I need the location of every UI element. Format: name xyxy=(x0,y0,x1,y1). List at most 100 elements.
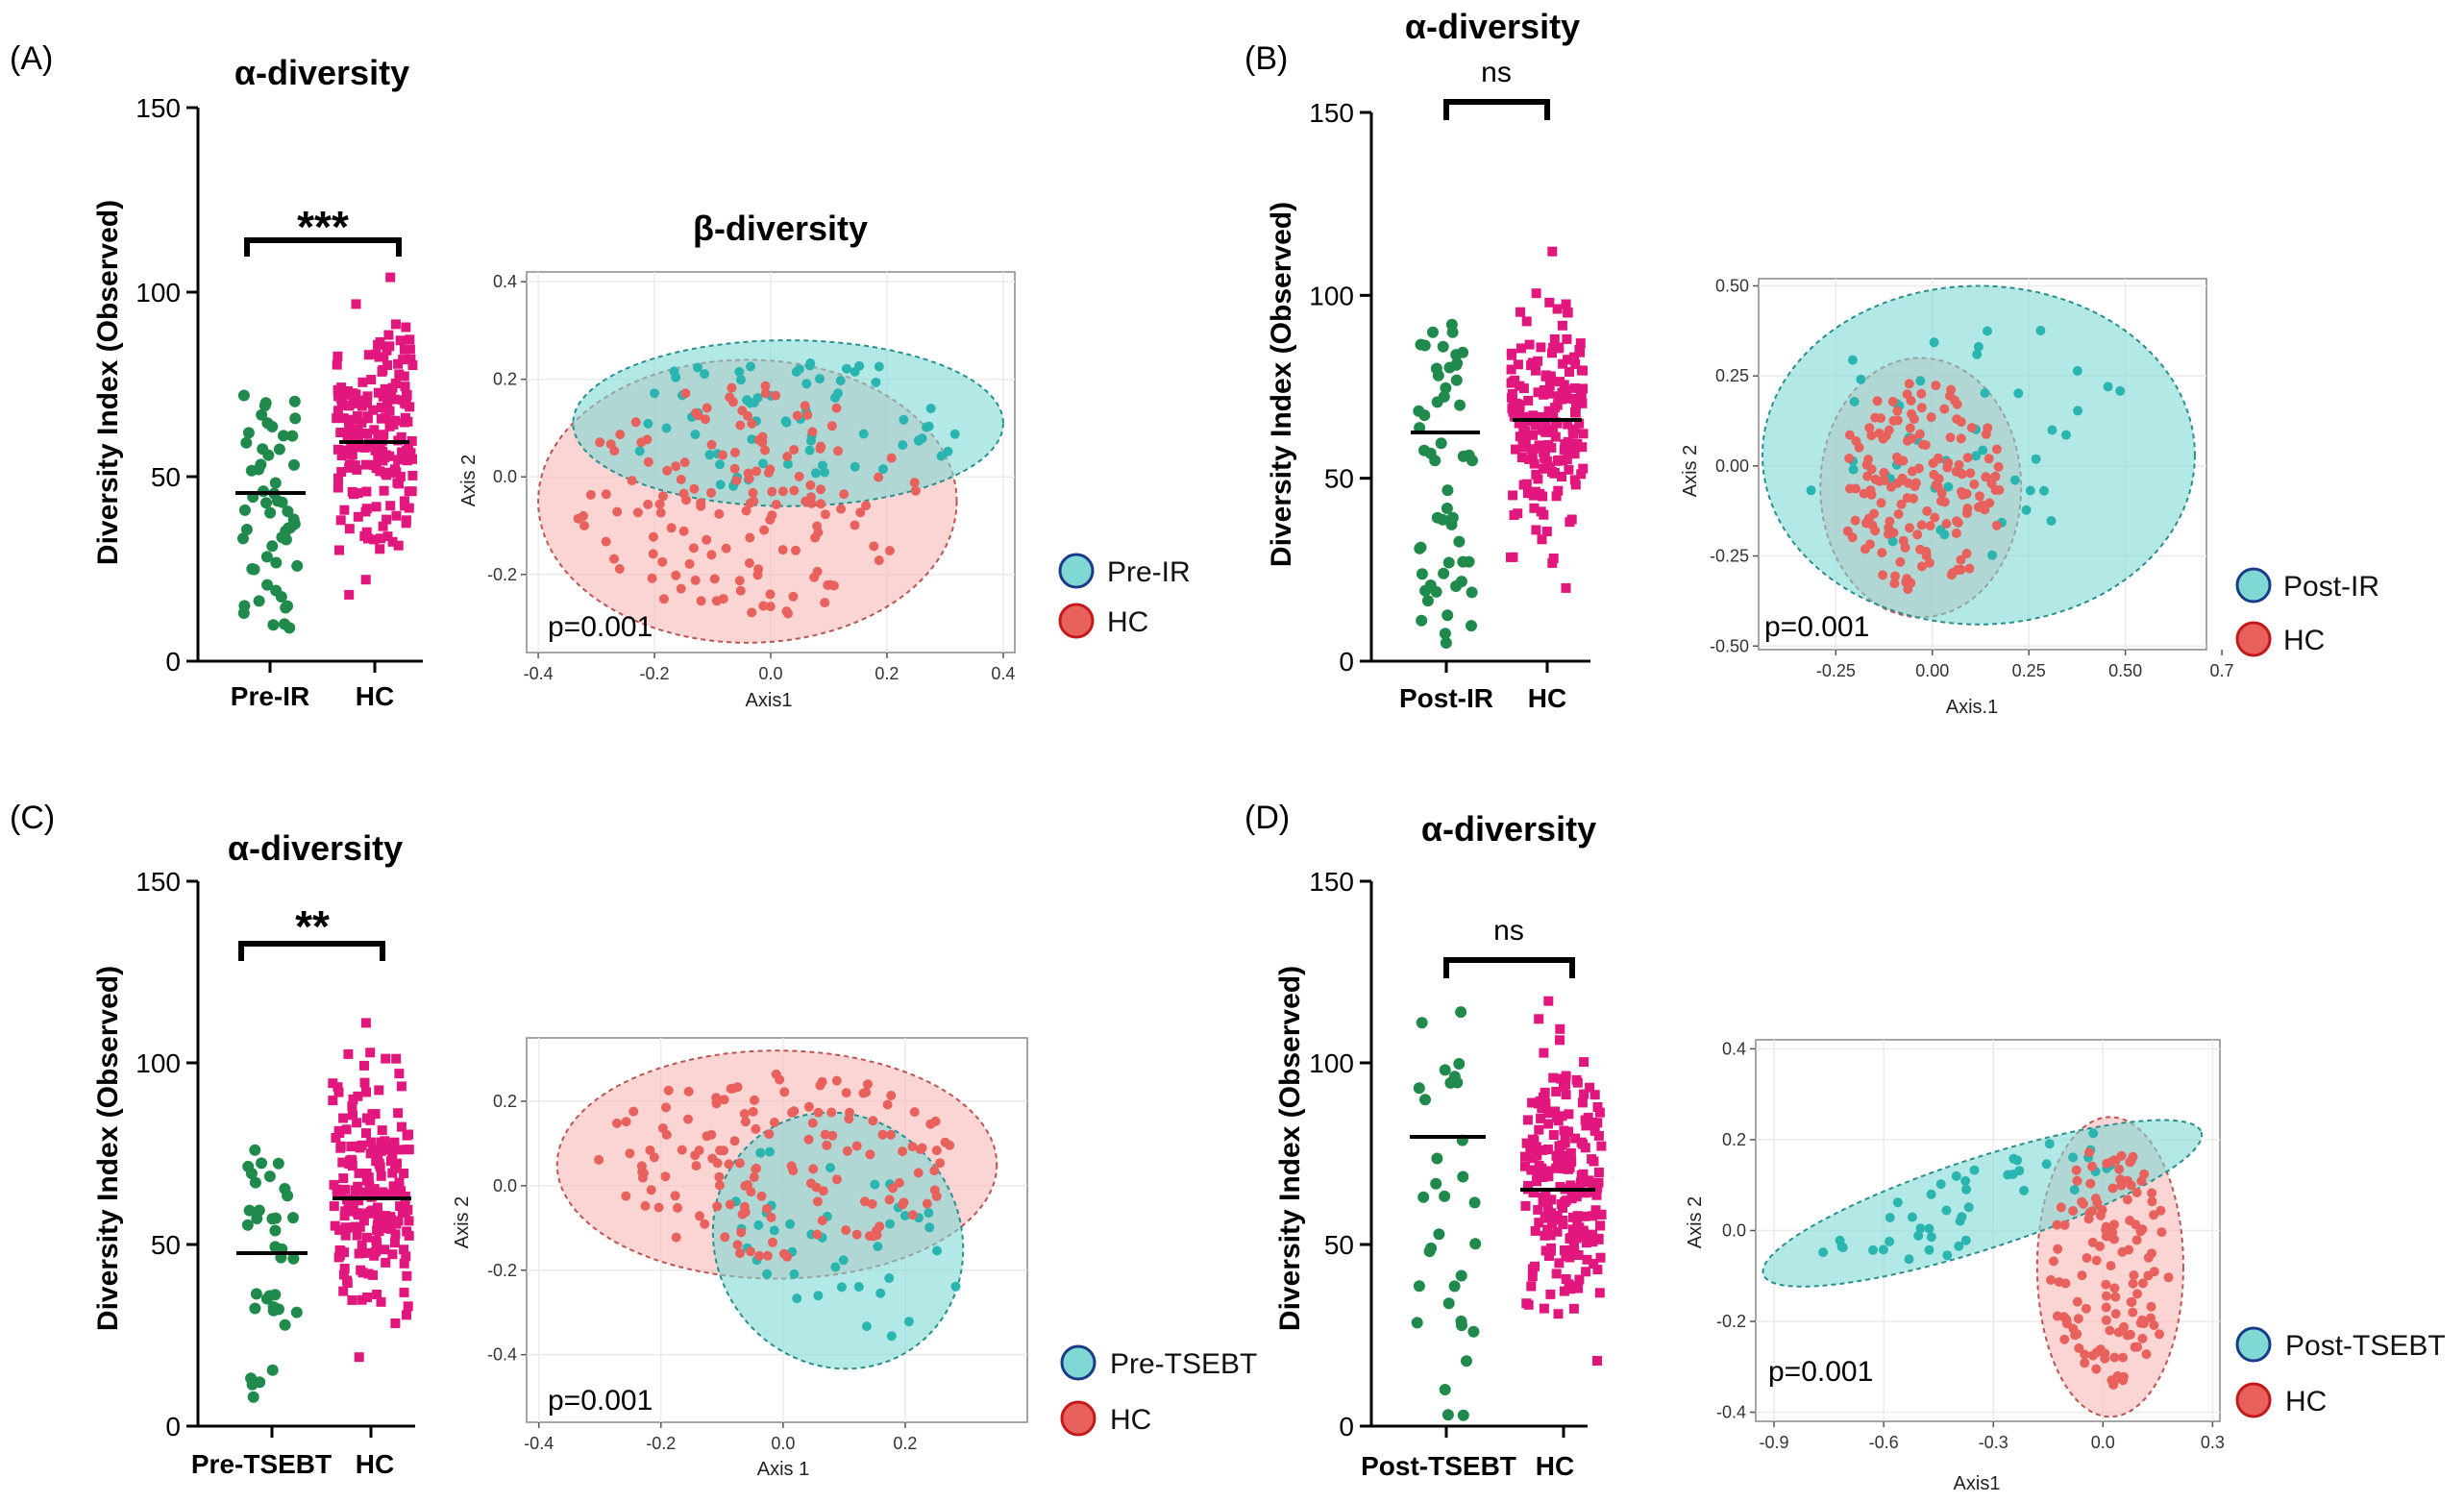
alpha-point-hc xyxy=(1544,381,1555,391)
alpha-point-post-tsebt xyxy=(1453,1058,1466,1070)
alpha-point-hc xyxy=(351,1190,361,1200)
alpha-point-hc xyxy=(401,515,411,526)
alpha-point-pre-ir xyxy=(256,408,268,421)
beta-point-hc xyxy=(945,1140,955,1150)
alpha-point-hc xyxy=(343,414,354,425)
beta-point-hc xyxy=(1903,584,1913,595)
alpha-point-hc xyxy=(1570,1133,1581,1144)
beta-point-post-tsebt xyxy=(1885,1236,1895,1246)
beta-point-post-tsebt xyxy=(2041,1159,2052,1170)
alpha-point-hc xyxy=(336,400,347,409)
beta-point-hc xyxy=(875,1221,885,1232)
beta-point-hc xyxy=(2131,1220,2141,1230)
beta-point-hc xyxy=(2149,1320,2159,1330)
category-hc-b: HC xyxy=(1528,683,1566,713)
alpha-point-hc xyxy=(342,1278,353,1288)
beta-point-hc xyxy=(786,1161,797,1171)
beta-point-hc xyxy=(1951,528,1961,538)
beta-point-hc xyxy=(750,1095,759,1105)
alpha-point-hc xyxy=(347,1294,357,1305)
alpha-point-post-ir xyxy=(1416,614,1428,627)
alpha-point-hc xyxy=(1542,1201,1553,1212)
alpha-point-hc xyxy=(362,398,372,408)
beta-point-hc xyxy=(736,1227,747,1238)
beta-point-hc xyxy=(2101,1291,2111,1301)
beta-point-hc xyxy=(2109,1352,2120,1363)
beta-point-hc xyxy=(2084,1208,2095,1218)
alpha-point-hc xyxy=(344,524,355,534)
beta-point-hc xyxy=(865,1149,875,1160)
alpha-point-post-ir xyxy=(1418,444,1430,456)
beta-point-hc xyxy=(729,463,740,474)
alpha-point-hc xyxy=(1523,1180,1534,1191)
alpha-point-hc xyxy=(361,1232,372,1243)
alpha-point-hc xyxy=(1580,1115,1590,1125)
alpha-point-hc xyxy=(347,449,357,459)
alpha-point-pre-ir xyxy=(269,477,282,489)
beta-point-hc xyxy=(909,1107,920,1118)
alpha-y-tick-label-0: 0 xyxy=(165,1412,181,1441)
alpha-point-hc xyxy=(1551,1269,1562,1279)
alpha-point-hc xyxy=(1565,447,1576,457)
alpha-point-hc xyxy=(1559,1081,1568,1092)
alpha-point-hc xyxy=(336,382,347,393)
beta-point-hc xyxy=(1952,516,1962,527)
beta-point-post-ir xyxy=(2013,388,2024,399)
alpha-point-hc xyxy=(387,1249,398,1260)
alpha-point-hc xyxy=(1530,420,1540,431)
beta-point-hc xyxy=(693,410,703,421)
beta-point-hc xyxy=(771,390,781,401)
alpha-point-hc xyxy=(382,531,393,542)
alpha-point-hc xyxy=(402,456,412,466)
alpha-point-hc xyxy=(1518,383,1529,394)
beta-point-hc xyxy=(1933,481,1943,492)
alpha-point-hc xyxy=(1538,463,1548,474)
beta-point-hc xyxy=(820,1129,830,1140)
beta-point-hc xyxy=(1876,413,1886,424)
alpha-point-hc xyxy=(390,1229,401,1240)
legend-marker-hc-d xyxy=(2235,1382,2272,1418)
alpha-point-hc xyxy=(1533,387,1543,398)
alpha-point-post-tsebt xyxy=(1467,1325,1480,1338)
alpha-point-hc xyxy=(1564,464,1574,475)
beta-point-post-tsebt xyxy=(1969,1165,1980,1175)
alpha-point-hc xyxy=(1533,474,1543,484)
beta-point-hc xyxy=(740,1207,751,1218)
beta-point-hc xyxy=(2091,1364,2102,1374)
alpha-point-post-ir xyxy=(1466,586,1478,599)
beta-point-pre-tsebt xyxy=(853,1282,864,1292)
alpha-point-hc xyxy=(344,424,355,434)
beta-point-hc xyxy=(1930,512,1940,523)
alpha-point-hc xyxy=(338,413,349,424)
beta-point-hc xyxy=(839,489,850,500)
beta-point-hc xyxy=(1844,430,1855,440)
alpha-point-hc xyxy=(361,459,371,470)
alpha-point-hc xyxy=(368,405,379,415)
alpha-point-hc xyxy=(1537,534,1547,545)
beta-point-post-ir xyxy=(2031,454,2041,464)
alpha-point-hc xyxy=(1582,1254,1592,1265)
beta-point-pre-tsebt xyxy=(903,1317,914,1327)
alpha-point-hc xyxy=(328,1096,338,1106)
alpha-point-hc xyxy=(402,1130,412,1141)
alpha-point-hc xyxy=(394,479,404,489)
beta-point-hc xyxy=(894,1177,904,1188)
beta-point-hc xyxy=(2073,1314,2083,1324)
beta-point-hc xyxy=(612,1118,622,1128)
beta-point-hc xyxy=(2087,1161,2097,1171)
alpha-point-hc xyxy=(1565,1147,1576,1158)
beta-point-hc xyxy=(771,500,781,509)
alpha-point-hc xyxy=(402,390,412,401)
beta-point-hc xyxy=(2125,1157,2135,1168)
beta-point-hc xyxy=(719,1095,729,1105)
alpha-point-hc xyxy=(1547,557,1558,568)
beta-point-hc xyxy=(2156,1227,2167,1238)
alpha-point-hc xyxy=(378,521,388,531)
alpha-point-hc xyxy=(390,319,401,330)
beta-point-hc xyxy=(803,1101,814,1112)
beta-point-hc xyxy=(1957,486,1966,497)
beta-point-hc xyxy=(812,521,823,531)
beta-point-post-tsebt xyxy=(1892,1197,1903,1208)
beta-point-pre-ir xyxy=(833,388,843,399)
alpha-point-hc xyxy=(1540,370,1551,381)
